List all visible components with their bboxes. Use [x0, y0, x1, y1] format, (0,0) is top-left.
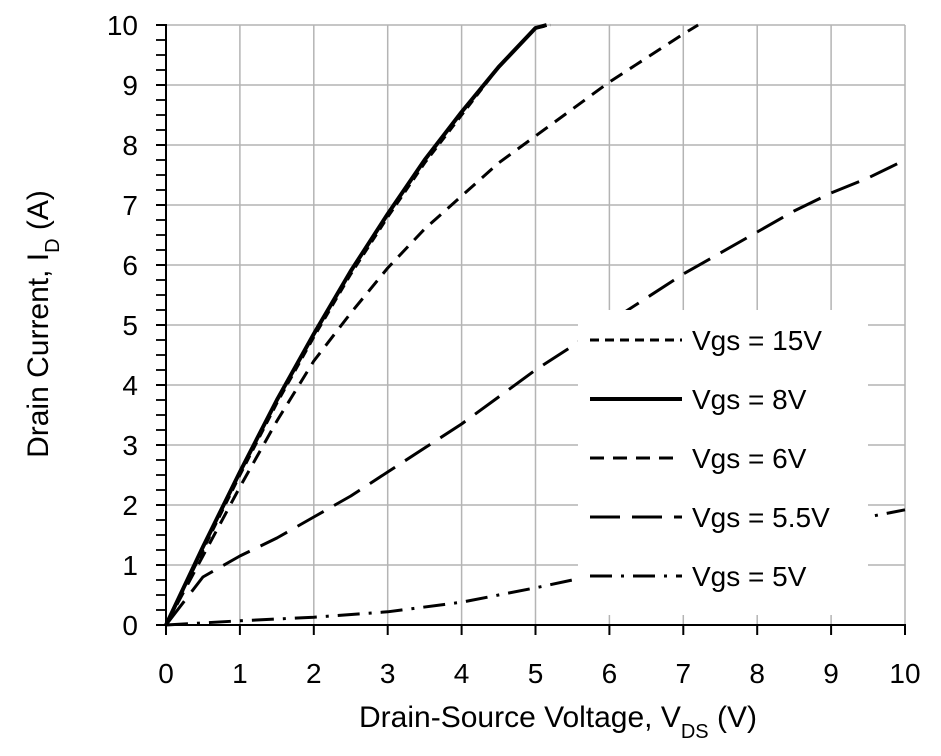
y-tick-label: 10 [107, 10, 138, 41]
axes [156, 24, 906, 635]
legend: Vgs = 15V Vgs = 8V Vgs = 6V Vgs = 5.5V Vgs =… [590, 325, 830, 592]
x-tick-label: 6 [602, 658, 618, 689]
y-tick-label: 3 [122, 430, 138, 461]
y-tick-label: 6 [122, 250, 138, 281]
y-axis-title-sub: D [42, 238, 64, 252]
x-tick-label: 2 [306, 658, 322, 689]
x-tick-labels: 0 1 2 3 4 5 6 7 8 9 10 [158, 658, 920, 689]
x-axis-title-main: Drain-Source Voltage, V [359, 701, 681, 734]
series-line [164, 23, 699, 626]
y-axis-title: Drain Current, ID (A) [22, 190, 64, 458]
y-tick-label: 7 [122, 190, 138, 221]
x-tick-label: 5 [528, 658, 544, 689]
y-axis-title-suffix: (A) [22, 190, 55, 238]
x-tick-label: 0 [158, 658, 174, 689]
x-tick-label: 4 [454, 658, 470, 689]
x-axis-title-sub: DS [681, 721, 709, 743]
y-tick-label: 4 [122, 370, 138, 401]
x-axis-title: Drain-Source Voltage, VDS (V) [359, 701, 757, 743]
x-tick-label: 1 [232, 658, 248, 689]
y-tick-label: 1 [122, 550, 138, 581]
y-tick-label: 9 [122, 70, 138, 101]
series-line [164, 158, 906, 626]
legend-box [578, 310, 868, 615]
legend-label: Vgs = 8V [692, 384, 807, 415]
legend-label: Vgs = 15V [692, 325, 822, 356]
x-tick-label: 8 [749, 658, 765, 689]
x-tick-label: 9 [823, 658, 839, 689]
y-tick-label: 8 [122, 130, 138, 161]
x-axis-title-suffix: (V) [709, 701, 757, 734]
x-tick-label: 10 [889, 658, 920, 689]
y-tick-label: 5 [122, 310, 138, 341]
y-tick-labels: 0 1 2 3 4 5 6 7 8 9 10 [107, 10, 138, 641]
series-line [164, 23, 548, 626]
y-tick-label: 2 [122, 490, 138, 521]
x-tick-label: 3 [380, 658, 396, 689]
legend-label: Vgs = 5V [692, 561, 807, 592]
y-tick-label: 0 [122, 610, 138, 641]
legend-label: Vgs = 5.5V [692, 502, 830, 533]
x-tick-label: 7 [676, 658, 692, 689]
legend-label: Vgs = 6V [692, 443, 807, 474]
y-axis-title-main: Drain Current, I [22, 253, 55, 458]
